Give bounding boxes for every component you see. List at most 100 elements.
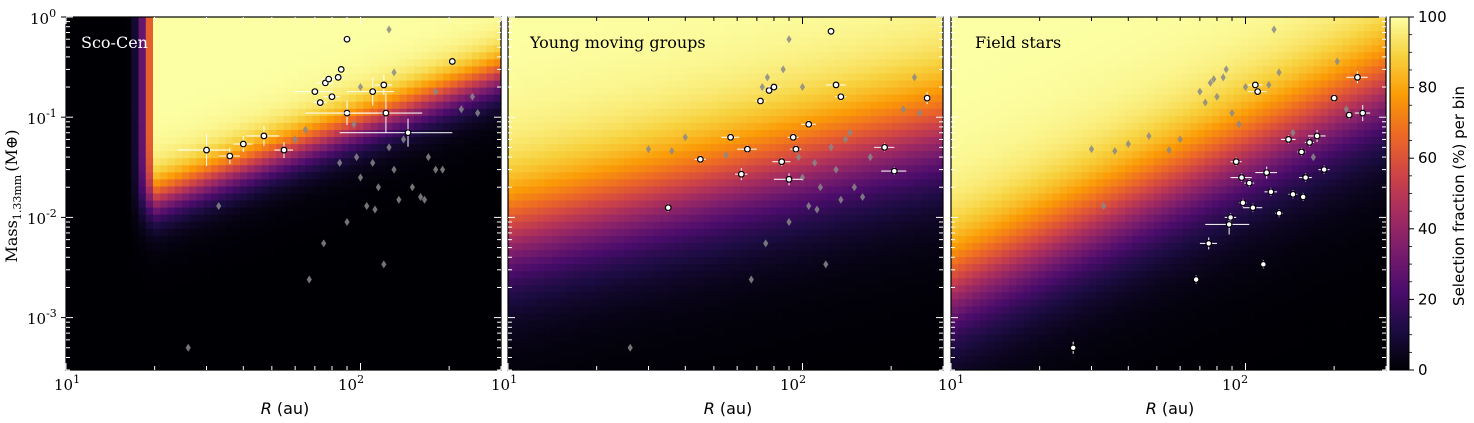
selection-heatmap xyxy=(951,17,1386,370)
data-point-other xyxy=(847,128,853,137)
data-point-other xyxy=(351,120,357,129)
data-point-other xyxy=(409,183,415,192)
data-point-highlighted xyxy=(767,83,781,92)
data-point-other xyxy=(1242,83,1249,92)
y-tick-label: 10-3 xyxy=(27,307,57,328)
data-point-highlighted xyxy=(664,203,672,212)
data-point-other xyxy=(682,133,688,142)
data-point-highlighted xyxy=(1248,87,1267,96)
data-point-highlighted xyxy=(1307,129,1326,142)
data-point-other xyxy=(421,195,428,204)
data-point-highlighted xyxy=(801,120,816,129)
data-point-other xyxy=(1290,128,1296,137)
data-point-other xyxy=(292,135,298,144)
data-point-highlighted xyxy=(737,145,757,154)
data-point-highlighted xyxy=(321,75,336,84)
x-tick-label: 101 xyxy=(938,373,964,394)
x-tick-label: 101 xyxy=(491,373,517,394)
data-point-other xyxy=(1207,78,1213,87)
data-point-highlighted xyxy=(1238,198,1247,207)
panel-title-field-stars: Field stars xyxy=(975,33,1061,52)
x-tick-label: 102 xyxy=(780,373,806,394)
data-point-highlighted xyxy=(295,87,332,96)
panel-title-sco-cen: Sco-Cen xyxy=(81,33,148,52)
data-point-other xyxy=(216,201,222,210)
data-point-other xyxy=(1112,146,1118,155)
data-point-other xyxy=(425,153,431,162)
data-point-highlighted xyxy=(218,148,241,165)
y-tick-label: 10-2 xyxy=(27,207,57,228)
data-point-highlighted xyxy=(1199,237,1217,250)
data-point-other xyxy=(372,205,378,214)
colorbar-label: Selection fraction (%) per bin xyxy=(1450,86,1468,306)
data-point-other xyxy=(1220,73,1226,82)
data-point-other xyxy=(433,87,439,96)
axis-ticks xyxy=(950,16,1387,371)
data-point-highlighted xyxy=(1230,173,1252,182)
data-point-other xyxy=(806,201,812,210)
data-point-highlighted xyxy=(1230,157,1242,166)
selection-heatmap xyxy=(508,17,943,370)
data-point-other xyxy=(400,135,407,144)
plot-frame xyxy=(507,16,944,371)
data-point-highlighted xyxy=(347,77,395,106)
data-point-other xyxy=(812,158,818,167)
x-axis-label: R (au) xyxy=(704,399,753,418)
data-point-highlighted xyxy=(787,133,799,142)
data-point-highlighted xyxy=(1244,179,1255,188)
data-point-other xyxy=(433,165,439,174)
data-point-highlighted xyxy=(1280,135,1296,144)
data-point-highlighted xyxy=(755,97,766,106)
plot-frame xyxy=(65,16,502,371)
data-point-other xyxy=(759,83,765,92)
data-point-highlighted xyxy=(1259,260,1267,269)
colorbar-tick-label: 20 xyxy=(1418,290,1437,308)
data-point-other xyxy=(900,105,906,114)
data-point-highlighted xyxy=(827,27,835,35)
data-point-other xyxy=(418,192,424,201)
data-point-other xyxy=(763,239,769,248)
data-point-other xyxy=(911,73,918,82)
data-point-highlighted xyxy=(313,98,328,107)
colorbar-gradient xyxy=(1389,16,1410,371)
axis-ticks xyxy=(61,16,502,371)
data-point-other xyxy=(799,83,806,92)
data-point-other xyxy=(780,65,786,74)
colorbar-tick-label: 100 xyxy=(1418,8,1447,26)
data-point-other xyxy=(475,109,481,118)
colorbar-tick-label: 0 xyxy=(1418,361,1428,379)
x-tick-label: 101 xyxy=(54,373,80,394)
data-point-highlighted xyxy=(1192,275,1200,284)
data-point-other xyxy=(1334,57,1340,66)
data-point-highlighted xyxy=(323,92,340,101)
data-point-highlighted xyxy=(374,74,393,95)
data-point-other xyxy=(1310,153,1316,162)
data-point-other xyxy=(1223,65,1229,74)
data-point-highlighted xyxy=(1275,209,1283,218)
data-point-highlighted xyxy=(835,92,847,101)
data-point-other xyxy=(1146,131,1152,140)
data-point-other xyxy=(799,173,806,182)
data-point-highlighted xyxy=(881,167,907,176)
data-point-other xyxy=(357,83,364,92)
data-point-other xyxy=(1276,68,1282,77)
data-point-other xyxy=(469,92,476,101)
data-point-other xyxy=(357,173,364,182)
panel-young-moving-groups xyxy=(507,16,944,371)
data-point-other xyxy=(458,105,464,114)
data-point-other xyxy=(386,143,392,152)
data-point-highlighted xyxy=(1304,138,1315,147)
data-point-highlighted xyxy=(1255,166,1278,179)
colorbar-tick-label: 40 xyxy=(1418,220,1437,238)
data-point-highlighted xyxy=(1297,147,1306,156)
data-point-other xyxy=(321,239,327,248)
data-point-other xyxy=(396,195,402,204)
data-point-other xyxy=(828,143,834,152)
data-point-other xyxy=(302,125,308,134)
data-point-highlighted xyxy=(1288,190,1298,199)
data-point-other xyxy=(786,35,792,44)
data-point-highlighted xyxy=(1346,71,1368,84)
data-point-highlighted xyxy=(342,35,352,43)
data-point-highlighted xyxy=(177,134,230,167)
data-point-other xyxy=(867,153,873,162)
